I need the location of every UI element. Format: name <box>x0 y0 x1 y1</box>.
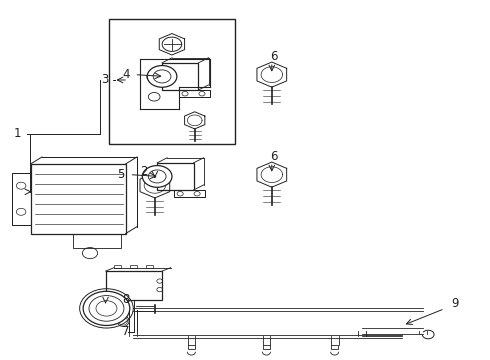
Bar <box>157 163 194 190</box>
Bar <box>188 345 195 349</box>
Bar <box>179 90 210 98</box>
Circle shape <box>147 66 177 87</box>
Circle shape <box>143 166 172 187</box>
Circle shape <box>83 291 130 325</box>
Bar <box>30 164 125 234</box>
Text: 7: 7 <box>122 325 129 338</box>
Bar <box>174 190 205 198</box>
Bar <box>162 63 198 90</box>
Text: 4: 4 <box>122 68 129 81</box>
Bar <box>263 345 270 349</box>
Bar <box>105 271 162 300</box>
Bar <box>331 345 338 349</box>
Bar <box>109 19 235 144</box>
Text: 9: 9 <box>451 297 458 310</box>
Text: 5: 5 <box>117 168 124 181</box>
Text: 2: 2 <box>141 165 148 177</box>
Text: 1: 1 <box>14 127 21 140</box>
Bar <box>12 173 30 225</box>
Text: 3: 3 <box>101 73 109 86</box>
Bar <box>130 265 137 268</box>
Text: 6: 6 <box>270 150 278 163</box>
Bar <box>146 265 152 268</box>
Text: 6: 6 <box>270 50 278 63</box>
Bar <box>114 265 121 268</box>
Text: 8: 8 <box>122 293 129 306</box>
Bar <box>74 234 121 248</box>
